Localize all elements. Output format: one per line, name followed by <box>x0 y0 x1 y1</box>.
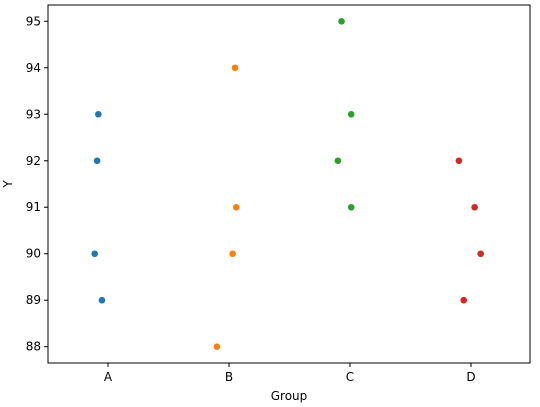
y-axis: 88 89 90 91 92 93 94 95 <box>26 14 48 354</box>
data-point <box>213 343 221 351</box>
y-axis-label: Y <box>1 180 15 189</box>
data-point <box>91 250 98 258</box>
y-tick-label: 90 <box>26 247 41 261</box>
data-point <box>460 296 468 304</box>
y-tick-label: 92 <box>26 154 41 168</box>
data-point <box>98 296 106 304</box>
y-tick-label: 91 <box>26 200 41 214</box>
y-tick-label: 94 <box>26 61 41 75</box>
data-point <box>347 203 355 211</box>
y-tick-label: 93 <box>26 107 41 121</box>
x-tick-label: A <box>104 370 113 384</box>
x-axis: A B C D <box>104 363 476 384</box>
x-tick-label: B <box>225 370 233 384</box>
data-point <box>338 17 345 25</box>
y-tick-label: 95 <box>26 14 41 28</box>
data-points <box>91 17 484 351</box>
data-point <box>229 250 236 258</box>
x-tick-label: C <box>346 370 354 384</box>
data-point <box>471 203 478 211</box>
data-point <box>347 110 355 118</box>
y-tick-label: 89 <box>26 293 41 307</box>
data-point <box>334 157 342 165</box>
axes-frame <box>47 4 531 364</box>
data-point <box>477 250 484 258</box>
data-point <box>455 157 463 165</box>
data-point <box>93 157 101 165</box>
x-tick-label: D <box>466 370 475 384</box>
x-axis-label: Group <box>271 389 308 403</box>
data-point <box>231 64 239 72</box>
y-tick-label: 88 <box>26 340 41 354</box>
data-point <box>232 203 240 211</box>
data-point <box>95 110 102 118</box>
